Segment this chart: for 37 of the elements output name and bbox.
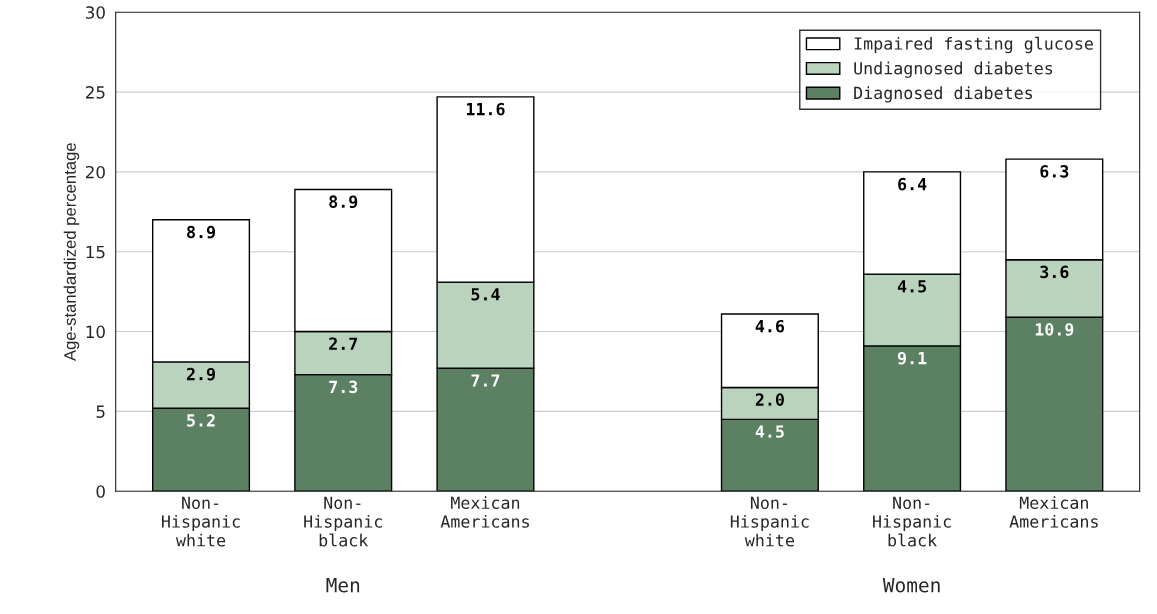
text: Men: [326, 578, 360, 593]
text: Women: [882, 578, 940, 593]
y-tick-label: 30: [86, 6, 105, 19]
x-tick-label: Non- Hispanic black: [304, 496, 382, 547]
data-label: 9.1: [897, 351, 927, 365]
data-label: 8.9: [187, 225, 216, 239]
legend-label: Undiagnosed diabetes: [854, 61, 1053, 78]
y-axis-title: Age-standardized percentage: [63, 143, 80, 362]
data-label: 6.4: [898, 177, 927, 191]
data-label: 4.6: [755, 319, 785, 333]
data-label: 11.6: [466, 102, 505, 116]
data-label: 5.2: [187, 414, 215, 427]
data-label: 3.6: [1040, 265, 1069, 279]
y-tick-label: 15: [86, 245, 105, 259]
y-tick-label: 0: [96, 485, 105, 498]
x-tick-label: Mexican Americans: [1009, 496, 1098, 528]
x-tick-label: Non- Hispanic black: [873, 496, 951, 547]
data-label: 7.7: [471, 374, 500, 387]
y-tick-label: 20: [85, 165, 105, 179]
y-tick-label: 5: [96, 405, 105, 418]
data-label: 4.5: [755, 425, 784, 438]
y-tick-label: 25: [85, 86, 105, 99]
data-label: 8.9: [329, 195, 358, 209]
y-tick-label: 10: [86, 325, 105, 339]
data-label: 2.7: [329, 337, 358, 350]
x-tick-label: Non- Hispanic white: [730, 496, 809, 547]
data-label: 2.9: [186, 367, 216, 381]
data-label: 6.3: [1040, 165, 1069, 178]
data-label: 4.5: [897, 280, 927, 293]
data-label: 5.4: [471, 288, 500, 301]
data-label: 10.9: [1035, 323, 1074, 336]
legend-label: Diagnosed diabetes: [854, 86, 1033, 103]
data-label: 7.3: [329, 380, 358, 394]
data-label: 2.0: [755, 393, 784, 406]
legend-label: Impaired fasting glucose: [854, 36, 1093, 54]
x-tick-label: Mexican Americans: [440, 496, 529, 528]
x-tick-label: Non- Hispanic white: [162, 496, 240, 547]
